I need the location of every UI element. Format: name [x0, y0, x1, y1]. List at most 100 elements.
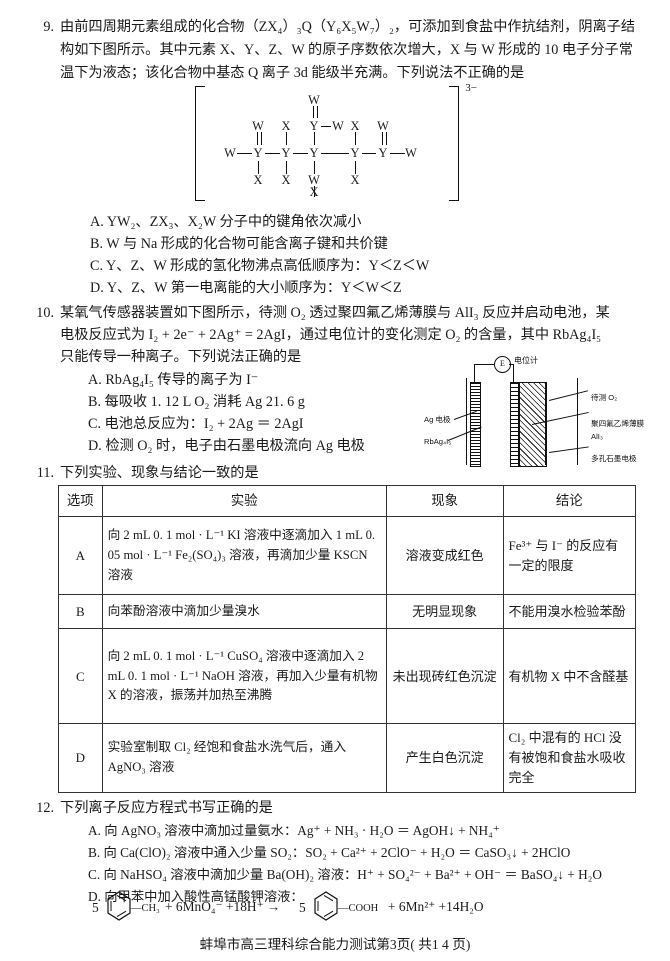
- question-12-option-d: D. 向甲苯中加入酸性高锰酸钾溶液：: [88, 889, 304, 904]
- question-12-stem: 下列离子反应方程式书写正确的是: [60, 800, 273, 816]
- atom-X: X: [253, 173, 263, 187]
- equation-tail: + 6Mn²⁺ +14H₂O: [388, 899, 484, 914]
- ag-electrode-label: Ag 电极: [424, 415, 451, 424]
- atom-X: X: [350, 173, 360, 187]
- bond-h: [237, 153, 252, 154]
- atom-W: W: [332, 119, 344, 133]
- wire-left: [474, 364, 494, 365]
- row-phenomenon-c: 未出现砖红色沉淀: [385, 628, 504, 725]
- question-10-stem-line-2: 电极反应式为 I₂ + 2e⁻ + 2Ag⁺ = 2AgI，通过电位计的变化测定…: [60, 327, 602, 343]
- porous-graphite-label: 多孔石墨电极: [591, 454, 637, 463]
- atom-W: W: [405, 146, 417, 160]
- question-10-stem-line-1: 某氧气传感器装置如下图所示，待测 O₂ 透过聚四氟乙烯薄膜与 AlI₃ 反应并启…: [60, 305, 610, 321]
- wire-left-down: [474, 364, 475, 382]
- coefficient-right: 5: [299, 900, 306, 915]
- row-conclusion-d: Cl₂ 中混有的 HCl 没有被饱和食盐水吸收完全: [502, 723, 636, 793]
- question-9-option-d: D. Y、Z、W 第一电离能的大小顺序为：Y＜W＜Z: [90, 280, 402, 296]
- potentiometer-label: 电位计: [514, 356, 538, 365]
- question-10-option-d: D. 检测 O₂ 时，电子由石墨电极流向 Ag 电极: [88, 438, 365, 454]
- table-row: C 向 2 mL 0. 1 mol · L⁻¹ CuSO₄ 溶液中逐滴加入 2 …: [58, 628, 636, 725]
- cell-container: [466, 378, 578, 465]
- table-row: A 向 2 mL 0. 1 mol · L⁻¹ KI 溶液中逐滴加入 1 mL …: [58, 516, 636, 596]
- question-10-option-a: A. RbAg₄I₅ 传导的离子为 I⁻: [88, 372, 259, 388]
- bracket-right-icon: [449, 86, 459, 201]
- atom-Y: Y: [309, 119, 319, 133]
- wire-right-down: [513, 364, 514, 382]
- row-option-a: A: [58, 516, 103, 596]
- atom-W: W: [224, 146, 236, 160]
- row-conclusion-b: 不能用溴水检验苯酚: [502, 594, 636, 630]
- coefficient-left: 5: [92, 900, 99, 915]
- row-experiment-b: 向苯酚溶液中滴加少量溴水: [101, 594, 387, 630]
- row-option-d: D: [58, 723, 103, 793]
- bond-v: [355, 161, 356, 174]
- rbag4i5-label: RbAg₄I₅: [424, 437, 452, 446]
- bond-h: [265, 153, 280, 154]
- carboxyl-substituent: —COOH: [338, 903, 379, 914]
- atom-Y: Y: [253, 146, 263, 160]
- question-10-option-b: B. 每吸收 1. 12 L O₂ 消耗 Ag 21. 6 g: [88, 394, 305, 410]
- question-9-option-b: B. W 与 Na 形成的化合物可能含离子键和共价键: [90, 236, 388, 252]
- row-phenomenon-d: 产生白色沉淀: [385, 723, 504, 793]
- question-9-number: 9.: [43, 19, 54, 35]
- row-option-b: B: [58, 594, 103, 630]
- question-10-option-c: C. 电池总反应为：I₂ + 2Ag ＝ 2AgI: [88, 416, 304, 432]
- question-10-stem-line-3: 只能传导一种离子。下列说法正确的是: [60, 349, 302, 365]
- question-9-stem-line-2: 构如下图所示。其中元素 X、Y、Z、W 的原子序数依次增大，X 与 W 形成的 …: [60, 42, 633, 58]
- wire-right: [509, 364, 513, 365]
- row-experiment-a: 向 2 mL 0. 1 mol · L⁻¹ KI 溶液中逐滴加入 1 mL 0.…: [101, 516, 387, 596]
- equation-middle: + 6MnO₄⁻ +18H⁺ →: [165, 899, 281, 914]
- column-header-phenomenon: 现象: [385, 484, 504, 518]
- table-row: B 向苯酚溶液中滴加少量溴水 无明显现象 不能用溴水检验苯酚: [58, 594, 636, 630]
- bond-v: [286, 161, 287, 174]
- question-10-number: 10.: [36, 305, 54, 321]
- bond-v: [258, 161, 259, 174]
- ali3-hatched-region: [519, 382, 547, 467]
- question-9-option-a: A. YW₂、ZX₃、X₂W 分子中的键角依次减小: [90, 214, 362, 230]
- bond-h: [390, 153, 405, 154]
- table-row: D 实验室制取 Cl₂ 经饱和食盐水洗气后，通入 AgNO₃ 溶液 产生白色沉淀…: [58, 723, 636, 793]
- atom-X: X: [350, 119, 360, 133]
- atom-W: W: [308, 173, 320, 187]
- atom-Y: Y: [350, 146, 360, 160]
- ptfe-membrane-label: 聚四氟乙烯薄膜: [591, 419, 645, 428]
- column-header-option: 选项: [58, 484, 103, 518]
- methyl-substituent: —CH₃: [131, 903, 160, 914]
- bond-v: [355, 132, 356, 145]
- bond-h: [362, 153, 376, 154]
- bracket-left-icon: [195, 86, 205, 201]
- question-12-option-a: A. 向 AgNO₃ 溶液中滴加过量氨水：Ag⁺ + NH₃ · H₂O ＝ A…: [88, 823, 500, 838]
- bond-h: [321, 126, 331, 127]
- question-11-stem: 下列实验、现象与结论一致的是: [60, 465, 259, 481]
- atom-X: X: [281, 119, 291, 133]
- atom-Y: Y: [281, 146, 291, 160]
- question-12-option-c: C. 向 NaHSO₄ 溶液中滴加少量 Ba(OH)₂ 溶液：H⁺ + SO₄²…: [88, 867, 602, 882]
- row-experiment-c: 向 2 mL 0. 1 mol · L⁻¹ CuSO₄ 溶液中逐滴加入 2 mL…: [101, 628, 387, 725]
- question-9-option-c: C. Y、Z、W 形成的氢化物沸点高低顺序为：Y＜Z＜W: [90, 258, 430, 274]
- atom-W: W: [308, 93, 320, 107]
- oxygen-sensor-diagram: E 电位计 待测 O₂ 聚四氟乙烯薄膜 AlI₃ 多孔石墨电极 Ag 电极 Rb…: [424, 352, 664, 467]
- experiment-conclusion-table: 选项 实验 现象 结论 A 向 2 mL 0. 1 mol · L⁻¹ KI 溶…: [58, 484, 636, 793]
- row-conclusion-c: 有机物 X 中不含醛基: [502, 628, 636, 725]
- bond-double-v: [256, 132, 262, 145]
- row-phenomenon-b: 无明显现象: [385, 594, 504, 630]
- atom-Y: Y: [309, 146, 319, 160]
- ag-electrode-bar: [470, 382, 481, 467]
- ali3-label: AlI₃: [591, 432, 603, 441]
- test-o2-label: 待测 O₂: [591, 393, 618, 402]
- anion-structural-formula: 3− W Y Y Y Y Y W W X X X Y W W: [195, 82, 477, 201]
- row-conclusion-a: Fe³⁺ 与 I⁻ 的反应有一定的限度: [502, 516, 636, 596]
- bond-v: [314, 132, 315, 145]
- question-12-option-b: B. 向 Ca(ClO)₂ 溶液中通入少量 SO₂：SO₂ + Ca²⁺ + 2…: [88, 845, 571, 860]
- column-header-conclusion: 结论: [502, 484, 636, 518]
- bond-v: [314, 186, 315, 197]
- bond-h: [293, 153, 308, 154]
- bond-h: [321, 153, 349, 154]
- ptfe-membrane-line: [545, 382, 546, 465]
- row-experiment-d: 实验室制取 Cl₂ 经饱和食盐水洗气后，通入 AgNO₃ 溶液: [101, 723, 387, 793]
- question-9-stem-line-1: 由前四周期元素组成的化合物（ZX₄）₃Q（Y₆X₅W₇）₂，可添加到食盐中作抗结…: [60, 19, 636, 35]
- bond-v: [286, 132, 287, 145]
- column-header-experiment: 实验: [101, 484, 387, 518]
- question-11-number: 11.: [36, 465, 54, 481]
